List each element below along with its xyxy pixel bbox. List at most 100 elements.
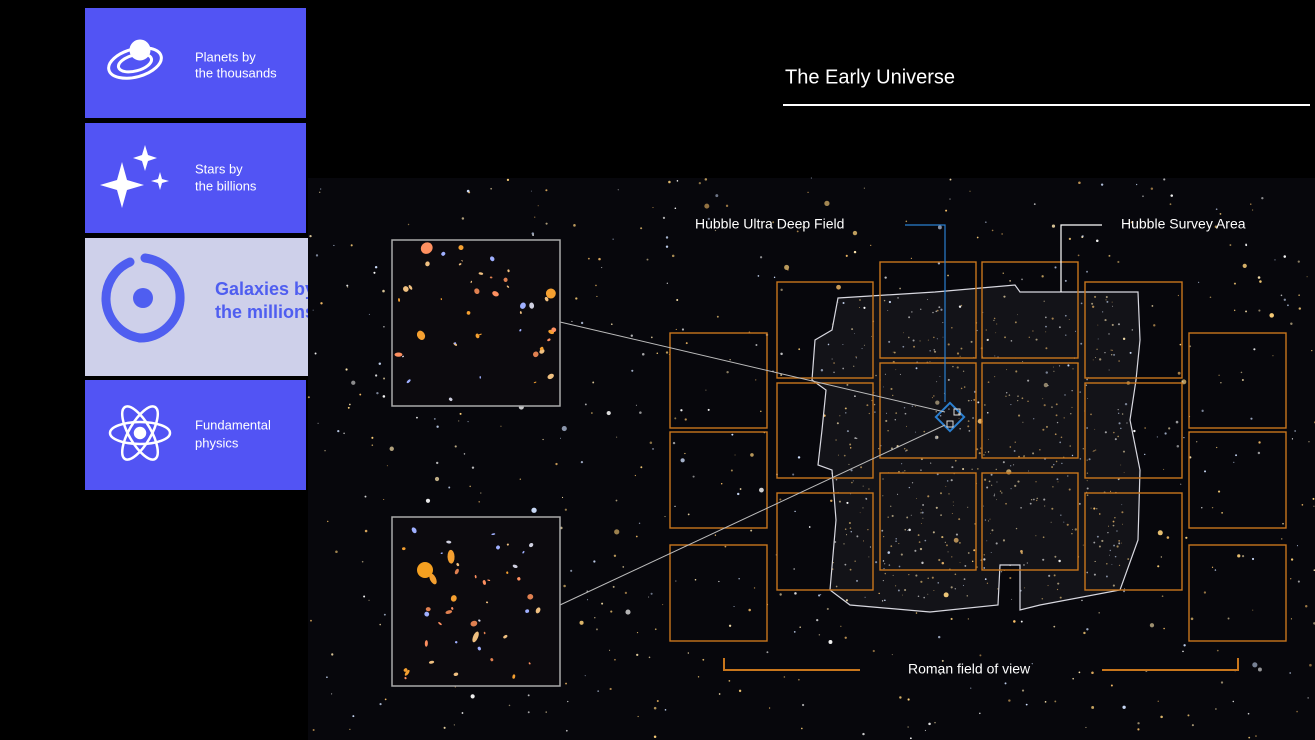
star [980,447,982,449]
star [995,542,998,545]
star [816,619,819,622]
star [905,220,908,223]
star [1294,430,1297,432]
star [1214,569,1217,571]
star [935,506,938,509]
menu-item[interactable] [85,380,306,490]
star [904,412,907,415]
star [1086,427,1089,429]
star [664,516,666,518]
star [1080,302,1083,305]
star [942,336,944,338]
star [954,459,957,462]
star [920,522,922,524]
star [448,486,451,489]
star [838,500,841,503]
star [571,320,573,322]
star [897,589,900,592]
star [697,676,700,678]
star [1240,371,1243,374]
star [1017,480,1020,483]
star [1290,618,1293,620]
star [1071,406,1073,408]
star [1074,330,1077,332]
star [1055,403,1058,406]
star [1129,351,1132,354]
star [1309,663,1312,667]
star [750,529,753,532]
star [919,340,921,342]
star [1274,259,1276,261]
star [1020,620,1023,623]
star [580,460,584,464]
star [443,726,446,729]
star [939,414,942,417]
star [1107,531,1109,534]
star [1005,502,1007,505]
star [1095,239,1099,243]
star [454,445,457,448]
star [872,649,875,653]
star [519,478,522,480]
star [750,453,754,457]
star [932,531,935,534]
star [945,209,948,212]
star [947,274,949,277]
star [922,504,925,506]
star [638,522,641,525]
star [1272,355,1274,357]
star [1092,451,1094,453]
star [1047,384,1049,387]
star [1002,539,1006,542]
star [833,371,835,374]
star [854,437,857,440]
star [801,703,805,707]
star [1258,309,1261,312]
star [967,425,970,428]
star [1297,260,1300,263]
star [555,462,558,466]
star [1187,714,1190,717]
star [1030,499,1033,501]
star [866,404,869,407]
star [918,541,921,543]
udf-box [953,408,961,416]
star [1258,441,1261,444]
star [1113,544,1116,547]
star [1216,446,1218,449]
galaxy [506,571,509,574]
star [935,400,940,405]
star [698,182,701,185]
star [1242,263,1247,268]
star [862,485,864,487]
menu-item[interactable] [85,8,306,118]
star [650,592,653,595]
star [1009,469,1011,471]
star [1085,384,1088,387]
star [907,530,909,531]
star [1311,350,1313,352]
star [649,441,653,445]
star [970,399,972,402]
star [436,425,439,428]
star [851,328,854,331]
star [379,623,382,626]
star [942,322,944,324]
star [433,417,436,420]
star [1241,378,1244,382]
star [964,565,967,567]
star [810,177,812,179]
galaxy [456,562,460,567]
star [1298,307,1302,310]
star [885,412,888,414]
star [1117,323,1121,326]
star [831,358,833,360]
star [853,365,855,367]
star [933,336,935,339]
star [1179,343,1182,346]
star [1106,562,1108,565]
star [990,473,993,476]
galaxy [441,251,446,256]
star [567,700,569,703]
star [680,409,683,412]
